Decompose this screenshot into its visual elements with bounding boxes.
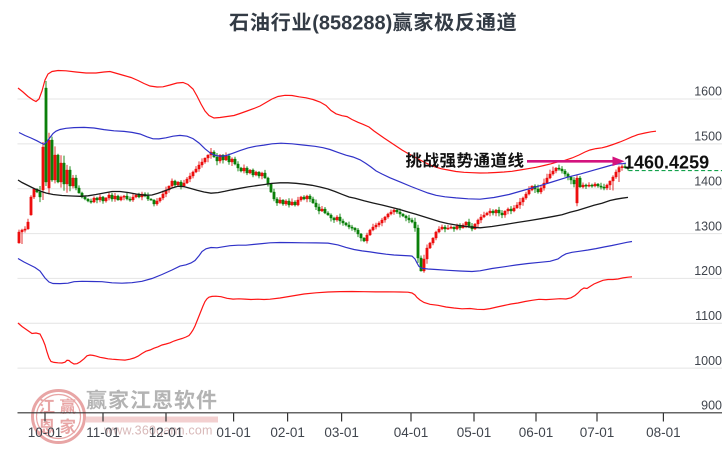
svg-text:1500: 1500 xyxy=(694,130,722,144)
svg-text:1460.4259: 1460.4259 xyxy=(624,153,709,173)
svg-text:02-01: 02-01 xyxy=(270,425,305,440)
svg-text:07-01: 07-01 xyxy=(580,425,615,440)
svg-text:12-01: 12-01 xyxy=(149,425,184,440)
svg-text:03-01: 03-01 xyxy=(324,425,359,440)
svg-text:06-01: 06-01 xyxy=(519,425,554,440)
svg-text:01-01: 01-01 xyxy=(216,425,251,440)
svg-text:1400: 1400 xyxy=(694,174,722,188)
svg-text:1100: 1100 xyxy=(695,309,722,323)
svg-text:10-01: 10-01 xyxy=(28,425,63,440)
svg-text:04-01: 04-01 xyxy=(394,425,429,440)
svg-text:11-01: 11-01 xyxy=(86,425,120,440)
svg-text:1200: 1200 xyxy=(694,264,722,278)
svg-text:1000: 1000 xyxy=(694,354,722,368)
svg-text:1600: 1600 xyxy=(694,85,722,99)
svg-text:05-01: 05-01 xyxy=(457,425,492,440)
svg-text:(858288): (858288) xyxy=(312,13,392,35)
svg-text:www.360gann.com: www.360gann.com xyxy=(103,424,213,438)
svg-text:08-01: 08-01 xyxy=(646,425,681,440)
svg-text:1300: 1300 xyxy=(694,219,722,233)
svg-text:900: 900 xyxy=(701,399,722,413)
